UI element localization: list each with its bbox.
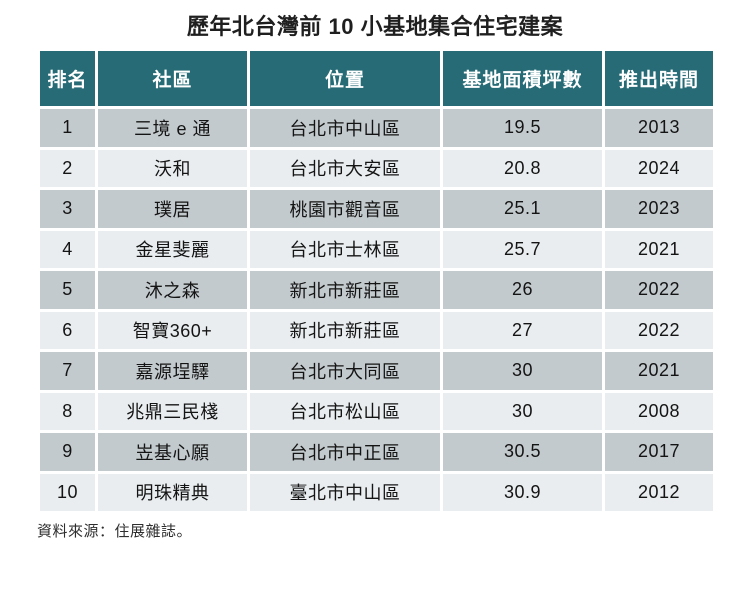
- table-cell: 5: [37, 268, 98, 312]
- source-note: 資料來源：住展雜誌。: [37, 523, 193, 540]
- table-cell: 台北市大同區: [247, 349, 443, 393]
- header-cell: 排名: [37, 48, 98, 109]
- table-row: 6 智寶360+ 新北市新莊區 27 2022: [37, 308, 716, 352]
- table-cell: 璞居: [95, 187, 250, 231]
- table-cell: 7: [37, 349, 98, 393]
- table-cell: 2022: [602, 308, 716, 352]
- table-cell: 30: [440, 389, 605, 433]
- table-cell: 10: [37, 470, 98, 514]
- table-row: 10 明珠精典 臺北市中山區 30.9 2012: [37, 470, 716, 514]
- table-cell: 岦基心願: [95, 430, 250, 474]
- table-cell: 25.1: [440, 187, 605, 231]
- table-cell: 台北市士林區: [247, 227, 443, 271]
- table-cell: 台北市大安區: [247, 146, 443, 190]
- table-cell: 2022: [602, 268, 716, 312]
- table-cell: 19.5: [440, 106, 605, 150]
- table-cell: 2: [37, 146, 98, 190]
- table-cell: 新北市新莊區: [247, 268, 443, 312]
- table-cell: 嘉源埕驛: [95, 349, 250, 393]
- table-cell: 30: [440, 349, 605, 393]
- table-cell: 25.7: [440, 227, 605, 271]
- header-cell: 位置: [247, 48, 443, 109]
- table-cell: 台北市松山區: [247, 389, 443, 433]
- table-row: 8 兆鼎三民棧 台北市松山區 30 2008: [37, 389, 716, 433]
- header-cell: 社區: [95, 48, 250, 109]
- table-cell: 9: [37, 430, 98, 474]
- table-cell: 8: [37, 389, 98, 433]
- table-cell: 台北市中正區: [247, 430, 443, 474]
- table-row: 7 嘉源埕驛 台北市大同區 30 2021: [37, 349, 716, 393]
- table-cell: 台北市中山區: [247, 106, 443, 150]
- table-body: 1 三境 e 通台北市中山區 19.5 2013 2 沃和 台北市大安區 20.8 2024 3 璞…: [37, 106, 716, 514]
- header-cell: 推出時間: [602, 48, 716, 109]
- table-cell: 智寶360+: [95, 308, 250, 352]
- housing-ranking-table: 排名 社區 位置 基地面積坪數 推出時間 1 三境 e 通台北市中山區 19.5 2013 2 沃…: [37, 48, 716, 514]
- table-cell: 20.8: [440, 146, 605, 190]
- table-cell: 明珠精典: [95, 470, 250, 514]
- table-cell: 兆鼎三民棧: [95, 389, 250, 433]
- page-title: 歷年北台灣前 10 小基地集合住宅建案: [186, 14, 564, 39]
- table-cell: 2024: [602, 146, 716, 190]
- table-cell: 2008: [602, 389, 716, 433]
- table-cell: 2021: [602, 227, 716, 271]
- table-cell: 1: [37, 106, 98, 150]
- table-cell: 沐之森: [95, 268, 250, 312]
- table-cell: 4: [37, 227, 98, 271]
- table-header: 排名 社區 位置 基地面積坪數 推出時間: [37, 48, 716, 109]
- table-cell: 2023: [602, 187, 716, 231]
- table-cell: 26: [440, 268, 605, 312]
- table-cell: 30.9: [440, 470, 605, 514]
- table-cell: 2012: [602, 470, 716, 514]
- table-row: 9 岦基心願 台北市中正區 30.5 2017: [37, 430, 716, 474]
- table-cell: 27: [440, 308, 605, 352]
- table-cell: 30.5: [440, 430, 605, 474]
- table-cell: 金星斐麗: [95, 227, 250, 271]
- table-cell: 沃和: [95, 146, 250, 190]
- table-cell: 2013: [602, 106, 716, 150]
- table-row: 4 金星斐麗 台北市士林區 25.7 2021: [37, 227, 716, 271]
- table-cell: 6: [37, 308, 98, 352]
- table-row: 1 三境 e 通台北市中山區 19.5 2013: [37, 106, 716, 150]
- table-header-row: 排名 社區 位置 基地面積坪數 推出時間: [37, 48, 716, 109]
- table-cell: 2021: [602, 349, 716, 393]
- header-cell: 基地面積坪數: [440, 48, 605, 109]
- table-cell: 三境 e 通: [95, 106, 250, 150]
- table-cell: 3: [37, 187, 98, 231]
- table-cell: 新北市新莊區: [247, 308, 443, 352]
- table-cell: 2017: [602, 430, 716, 474]
- table-row: 3 璞居 桃園市觀音區 25.1 2023: [37, 187, 716, 231]
- table-cell: 臺北市中山區: [247, 470, 443, 514]
- table-cell: 桃園市觀音區: [247, 187, 443, 231]
- table-row: 2 沃和 台北市大安區 20.8 2024: [37, 146, 716, 190]
- table-row: 5 沐之森 新北市新莊區 26 2022: [37, 268, 716, 312]
